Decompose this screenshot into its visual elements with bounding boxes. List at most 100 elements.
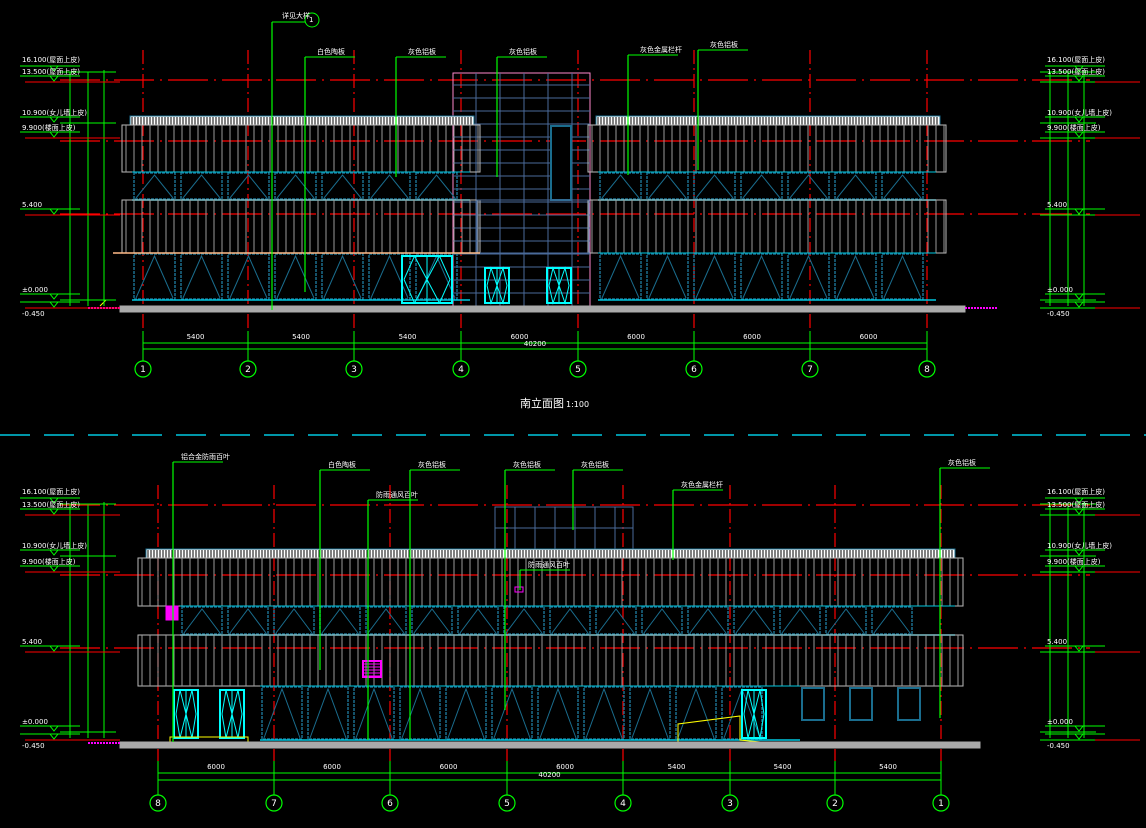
north-upper-window-opening <box>413 608 451 634</box>
south-ground-window-opening <box>601 254 640 299</box>
level-text: 10.900(女儿墙上皮) <box>1047 108 1112 117</box>
dimension-text: 6000 <box>440 763 458 771</box>
south-ground-window-opening <box>742 254 781 299</box>
level-triangle <box>1073 293 1085 300</box>
north-ground-window <box>307 686 349 740</box>
south-ground-window <box>321 253 364 300</box>
south-ground-window-opening <box>836 254 875 299</box>
level-triangle <box>48 208 60 215</box>
axis-bubble <box>569 360 587 378</box>
axis-bubble <box>918 360 936 378</box>
axis-label: 8 <box>155 799 161 809</box>
louver-strip <box>129 115 475 126</box>
ground-base <box>119 305 966 313</box>
level-text: 9.900(楼面上皮) <box>22 557 76 566</box>
south-ground-window <box>180 253 223 300</box>
level-triangle <box>48 65 60 72</box>
north-upper-window-opening <box>459 608 497 634</box>
panel-band <box>587 124 947 173</box>
dimension-text: 6000 <box>556 763 574 771</box>
north-upper-window-opening <box>643 608 681 634</box>
level-text: 9.900(楼面上皮) <box>1047 123 1101 132</box>
south-upper-window <box>787 172 830 200</box>
panel-band <box>587 199 947 254</box>
level-text: ±0.000 <box>1047 718 1073 726</box>
level-triangle <box>48 645 60 652</box>
callout-label: 灰色铝板 <box>581 460 609 469</box>
callout-label: 灰色铝板 <box>710 40 738 49</box>
louver-strip <box>595 115 941 126</box>
axis-bubble <box>932 794 950 812</box>
south-ground-window <box>834 253 877 300</box>
south-upper-window <box>180 172 223 200</box>
axis-bubble <box>149 794 167 812</box>
axis-label: 4 <box>620 799 626 809</box>
dimension-text: 6000 <box>323 763 341 771</box>
door-swing <box>486 266 498 305</box>
south-upper-window <box>740 172 783 200</box>
north-ground-window-opening <box>539 687 577 739</box>
level-text: ±0.000 <box>1047 286 1073 294</box>
north-ground-window <box>491 686 533 740</box>
level-text: 10.900(女儿墙上皮) <box>22 541 87 550</box>
level-triangle <box>1073 725 1085 732</box>
north-ground-window <box>675 686 717 740</box>
level-triangle <box>48 565 60 572</box>
north-upper-window-opening <box>505 608 543 634</box>
south-upper-window <box>368 172 411 200</box>
north-ground-window <box>629 686 671 740</box>
level-text: 5.400 <box>22 638 42 646</box>
step <box>99 299 112 307</box>
level-text: ±0.000 <box>22 286 48 294</box>
level-triangle <box>1073 65 1085 72</box>
axis-label: 6 <box>387 799 393 809</box>
south-upper-window-opening <box>836 174 875 199</box>
north-upper-window-opening <box>367 608 405 634</box>
north-window <box>849 687 873 721</box>
north-upper-window-opening <box>275 608 313 634</box>
south-upper-window <box>415 172 458 200</box>
callout-label: 灰色铝板 <box>513 460 541 469</box>
callout-label: 灰色铝板 <box>948 458 976 467</box>
vent-louver <box>165 605 179 621</box>
south-upper-window <box>881 172 924 200</box>
level-text: 9.900(楼面上皮) <box>22 123 76 132</box>
north-ground-window-opening <box>309 687 347 739</box>
north-ground-window-opening <box>263 687 301 739</box>
axis-label: 6 <box>691 365 697 375</box>
dimension-text: 6000 <box>207 763 225 771</box>
dimension-total-text: 40200 <box>524 340 546 348</box>
north-upper-window-opening <box>827 608 865 634</box>
level-text: 16.100(屋面上皮) <box>1047 55 1105 64</box>
north-ground-window-opening <box>447 687 485 739</box>
level-text: 10.900(女儿墙上皮) <box>22 108 87 117</box>
south-ground-window <box>787 253 830 300</box>
door-swing <box>426 254 451 305</box>
south-upper-window-opening <box>601 174 640 199</box>
north-upper-window <box>503 606 545 635</box>
level-text: 10.900(女儿墙上皮) <box>1047 541 1112 550</box>
door-swing <box>753 689 765 739</box>
level-text: 16.100(屋面上皮) <box>22 487 80 496</box>
ground-base <box>119 741 981 749</box>
level-text: -0.450 <box>22 742 45 750</box>
door-swing <box>221 689 233 739</box>
south-upper-window-opening <box>276 174 315 199</box>
axis-label: 4 <box>458 365 464 375</box>
north-ground-window-opening <box>677 687 715 739</box>
dimension-text: 5400 <box>292 333 310 341</box>
north-ground-window-opening <box>493 687 531 739</box>
south-ground-window <box>368 253 411 300</box>
level-triangle <box>1073 565 1085 572</box>
callout-label: 灰色铝板 <box>408 47 436 56</box>
dimension-text: 5400 <box>668 763 686 771</box>
north-upper-window <box>457 606 499 635</box>
north-ground-window-opening <box>631 687 669 739</box>
index-label: 详见大样 <box>282 11 310 20</box>
level-text: 5.400 <box>1047 638 1067 646</box>
north-upper-window-opening <box>781 608 819 634</box>
south-upper-window-opening <box>370 174 409 199</box>
axis-label: 2 <box>245 365 251 375</box>
callout-label: 灰色金属栏杆 <box>640 45 682 54</box>
